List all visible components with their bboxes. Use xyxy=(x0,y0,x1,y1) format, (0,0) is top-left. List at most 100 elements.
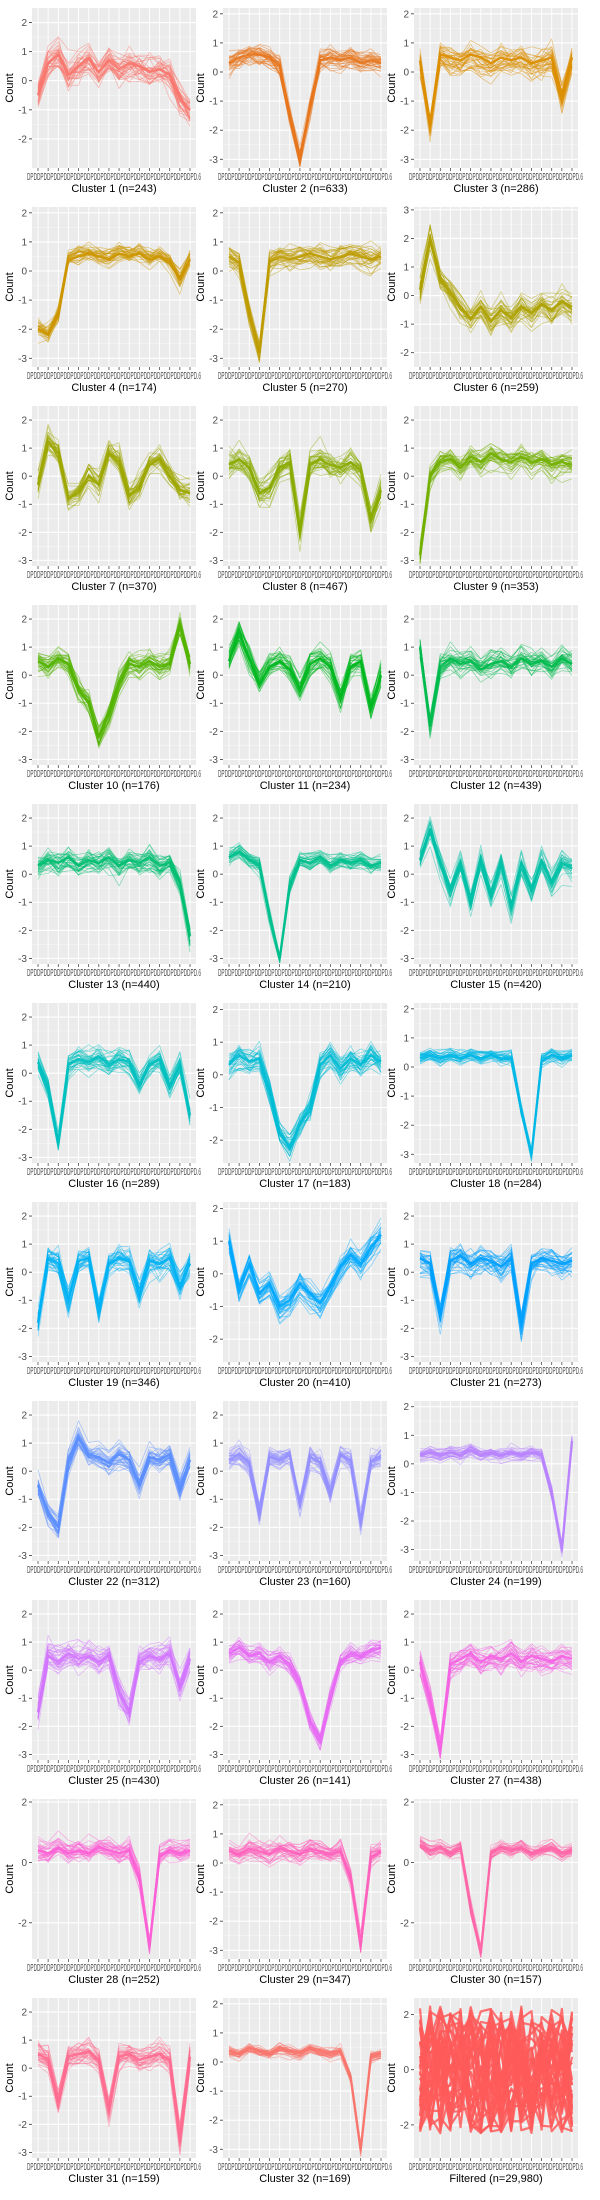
series-line xyxy=(419,645,573,721)
series-line xyxy=(37,1439,191,1515)
series-line xyxy=(37,1445,191,1538)
series-line xyxy=(419,655,573,737)
panel-background xyxy=(223,1202,387,1362)
y-tick-label: -3 xyxy=(18,556,27,567)
series-line xyxy=(37,246,191,334)
y-tick-label: 1 xyxy=(212,1038,218,1049)
y-tick-label: -1 xyxy=(400,898,409,909)
y-tick-label: -1 xyxy=(18,2092,27,2103)
series-line xyxy=(37,628,191,743)
series-line xyxy=(37,2056,191,2155)
y-tick-label: 2 xyxy=(21,1212,27,1223)
y-tick-label: -2 xyxy=(209,528,218,539)
series-core-line xyxy=(36,1436,192,1529)
series-line xyxy=(419,647,573,723)
y-tick-label: 0 xyxy=(21,267,27,278)
series-line xyxy=(228,850,382,960)
series-line xyxy=(37,1836,191,1938)
y-tick-label: 1 xyxy=(21,842,27,853)
y-tick-label: 2 xyxy=(21,1013,27,1024)
series-lines xyxy=(36,1242,192,1337)
y-tick-label: 1 xyxy=(21,1041,27,1052)
series-line xyxy=(37,1243,191,1314)
series-line xyxy=(37,1639,191,1714)
y-tick-label: -2 xyxy=(18,2120,27,2131)
series-line xyxy=(419,640,573,720)
series-core-line xyxy=(418,828,573,910)
y-tick-label: 2 xyxy=(403,1004,409,1015)
series-lines xyxy=(36,1420,192,1539)
series-line xyxy=(37,1258,191,1337)
series-core-line xyxy=(228,850,382,960)
x-tick-labels: DPDDPDDPDDPDDPDDPDDPDDPDDPDDPDDPDDPDDPDD… xyxy=(218,1764,392,1775)
series-line xyxy=(419,452,573,548)
y-tick-label: -2 xyxy=(18,325,27,336)
y-tick-label: 2 xyxy=(21,1798,27,1809)
y-axis-label: Count xyxy=(4,471,16,500)
y-tick-label: 0 xyxy=(21,671,27,682)
series-line xyxy=(228,1653,382,1745)
series-line xyxy=(37,632,191,749)
series-core-line xyxy=(227,1233,382,1308)
series-line xyxy=(37,633,191,745)
series-line xyxy=(228,59,382,167)
x-tick-labels: DPDDPDDPDDPDDPDDPDDPDDPDDPDDPDDPDDPDDPDD… xyxy=(409,570,583,581)
y-tick-label: 2 xyxy=(212,9,218,20)
cluster-panel-22: -3 -2 -1 0 1 2 DPDDPDDPDDPDDPDDPDDPDDPDDPDDPDD… xyxy=(4,1401,201,1588)
series-line xyxy=(419,241,573,329)
series-line xyxy=(228,1227,382,1303)
y-tick-label: -3 xyxy=(18,1750,27,1761)
series-line xyxy=(228,253,382,360)
y-tick-label: 1 xyxy=(403,444,409,455)
series-line xyxy=(37,860,191,931)
series-line xyxy=(228,1047,382,1135)
series-line xyxy=(37,858,191,944)
series-lines xyxy=(418,38,574,143)
series-line xyxy=(228,1041,382,1135)
series-lines xyxy=(37,843,192,952)
series-line xyxy=(419,1259,573,1343)
series-line xyxy=(228,847,382,963)
series-line xyxy=(228,845,382,956)
series-line xyxy=(37,36,191,101)
series-line xyxy=(37,58,191,112)
series-line xyxy=(37,1830,191,1942)
series-core-line xyxy=(36,441,191,500)
panel-background xyxy=(32,1401,196,1561)
series-line xyxy=(419,1846,573,1956)
panel-title: Cluster 30 (n=157) xyxy=(450,1974,541,1986)
series-line xyxy=(419,445,573,555)
cluster-panel-18: -3 -2 -1 0 1 2 DPDDPDDPDDPDDPDDPDDPDDPDDPDDPDD… xyxy=(386,1003,583,1190)
y-tick-label: 0 xyxy=(212,472,218,483)
y-axis-label: Count xyxy=(195,73,207,102)
series-lines xyxy=(418,816,573,924)
y-tick-label: -1 xyxy=(209,1495,218,1506)
panel-title: Cluster 10 (n=176) xyxy=(68,780,159,792)
series-lines xyxy=(227,621,383,720)
series-line xyxy=(419,1837,573,1956)
y-tick-label: 0 xyxy=(212,1070,218,1081)
y-tick-label: -1 xyxy=(400,320,409,331)
series-lines xyxy=(36,423,191,511)
y-tick-label: -1 xyxy=(209,296,218,307)
series-line xyxy=(37,1845,191,1941)
series-line xyxy=(228,1642,382,1736)
series-lines xyxy=(228,240,382,364)
series-line xyxy=(419,42,573,126)
series-line xyxy=(37,1845,191,1950)
series-line xyxy=(228,1242,382,1315)
y-tick-label: -3 xyxy=(209,354,218,365)
series-line xyxy=(419,1442,573,1550)
y-tick-label: 2 xyxy=(403,234,409,245)
panel-title: Cluster 4 (n=174) xyxy=(71,382,156,394)
series-line xyxy=(37,61,191,120)
y-tick-label: 0 xyxy=(403,1858,409,1869)
panel-title: Cluster 3 (n=286) xyxy=(453,183,538,195)
series-line xyxy=(419,1846,573,1956)
y-tick-label: -3 xyxy=(18,1153,27,1164)
y-tick-label: -2 xyxy=(400,1722,409,1733)
y-tick-label: 1 xyxy=(403,842,409,853)
y-tick-label: 1 xyxy=(403,1431,409,1442)
series-line xyxy=(37,626,191,744)
series-line xyxy=(228,621,382,704)
